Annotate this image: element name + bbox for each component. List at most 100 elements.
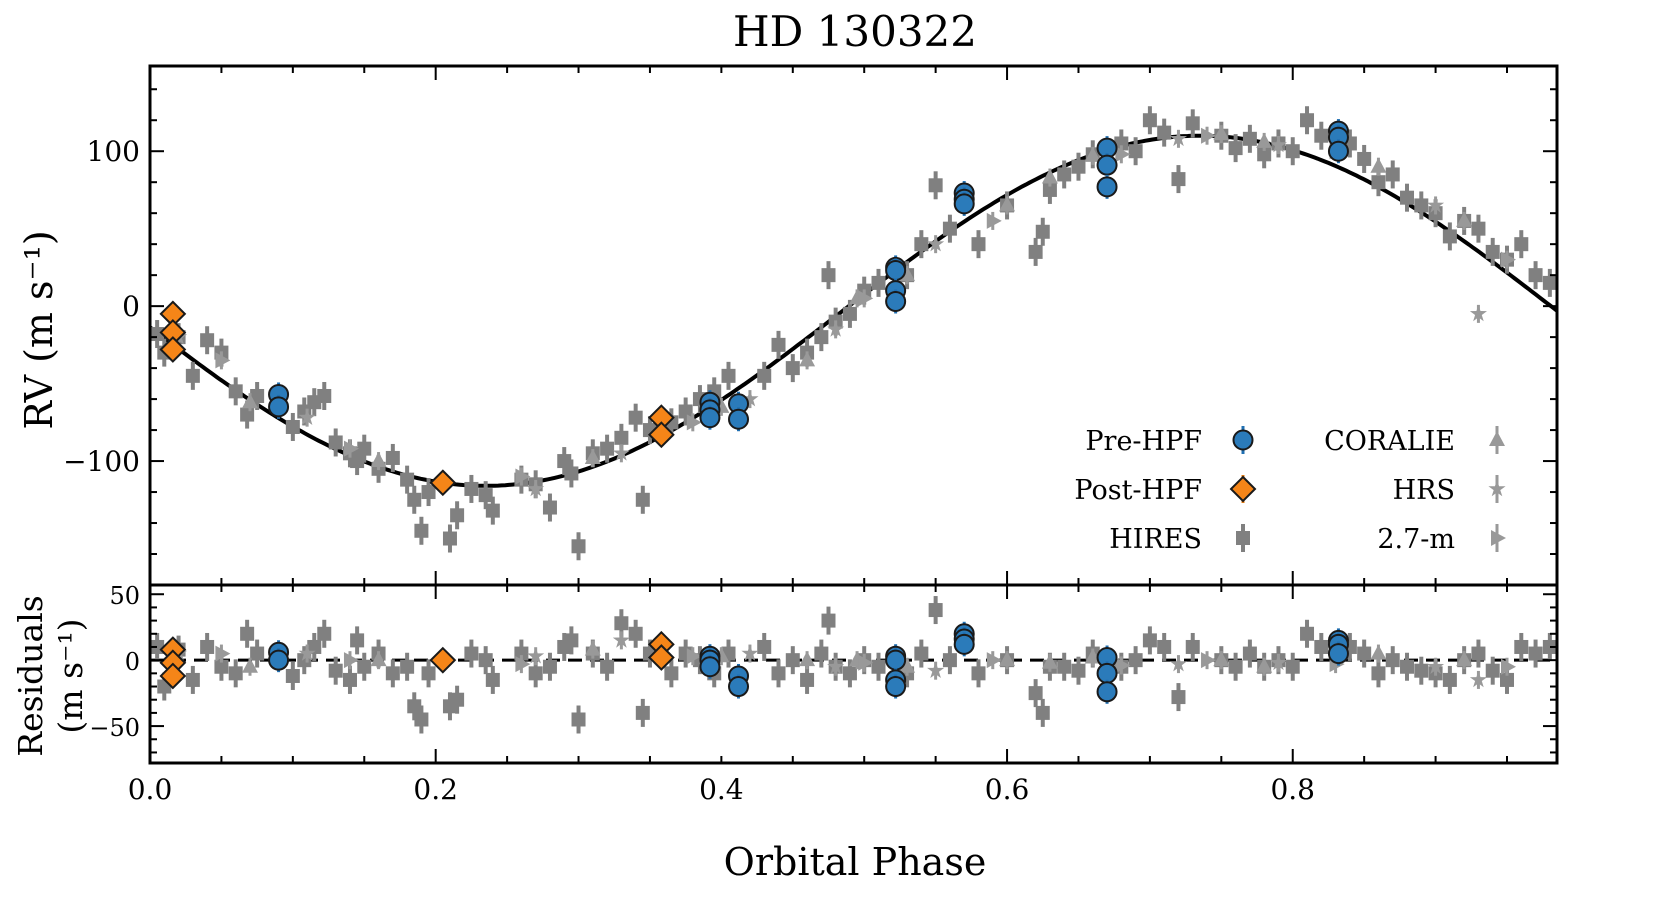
coralie-point xyxy=(799,351,816,367)
pre-hpf-point xyxy=(885,676,907,698)
pre-hpf-point xyxy=(268,649,290,671)
hires-point xyxy=(1485,244,1500,259)
hires-point xyxy=(421,666,436,681)
x-tick-label: 0.8 xyxy=(1270,773,1315,806)
hires-point xyxy=(385,666,400,681)
post-hpf-point xyxy=(159,662,187,690)
pre-hpf-point xyxy=(1096,681,1118,703)
x-tick-label: 0.4 xyxy=(699,773,744,806)
hires-point xyxy=(1314,128,1329,143)
hrs-point xyxy=(298,408,316,425)
hires-point xyxy=(1385,167,1400,182)
hires-point xyxy=(542,659,557,674)
legend-label-pre-hpf: Pre-HPF xyxy=(1085,426,1202,457)
hires-point xyxy=(464,481,479,496)
hrs-point xyxy=(1269,653,1287,671)
hires-point xyxy=(628,410,643,425)
hires-point xyxy=(664,666,679,681)
post-hpf-point xyxy=(159,336,187,363)
hrs-point xyxy=(1269,136,1287,153)
2-7-m-point xyxy=(986,212,1002,229)
hires-point xyxy=(1142,113,1157,128)
post-hpf-point xyxy=(647,421,675,449)
hires-point xyxy=(1471,646,1486,661)
hires-point xyxy=(442,531,457,546)
hires-point xyxy=(542,500,557,515)
coralie-point xyxy=(1256,132,1273,148)
hires-point xyxy=(800,672,815,687)
hrs-point xyxy=(927,235,945,252)
2-7-m-point xyxy=(986,652,1002,669)
hires-point xyxy=(285,419,300,434)
hires-point xyxy=(1285,659,1300,674)
hires-point xyxy=(328,663,343,678)
hires-point xyxy=(1171,690,1186,705)
hires-point xyxy=(1371,666,1386,681)
coralie-point xyxy=(1213,651,1230,667)
hires-point xyxy=(1414,663,1429,678)
hires-point xyxy=(1442,229,1457,244)
hrs-point xyxy=(298,644,316,661)
hires-point xyxy=(1071,159,1086,174)
hires-point xyxy=(1442,672,1457,687)
hires-point xyxy=(821,268,836,283)
y-tick-label: 0 xyxy=(122,290,140,323)
hires-point xyxy=(414,712,429,727)
hires-point xyxy=(250,646,265,661)
2-7-m-point xyxy=(1115,657,1131,674)
hires-point xyxy=(485,672,500,687)
hires-point xyxy=(678,404,693,419)
pre-hpf-point xyxy=(1327,140,1349,162)
hires-point xyxy=(914,237,929,252)
hrs-point xyxy=(1469,304,1487,322)
legend: Pre-HPF Post-HPF HIRES CORALIE HRS 2.7-m xyxy=(1074,426,1506,555)
hires-point xyxy=(628,626,643,641)
2-7-m-point xyxy=(1115,146,1131,163)
hires-point xyxy=(1300,626,1315,641)
hires-point xyxy=(1035,224,1050,239)
post-hpf-point xyxy=(429,646,457,674)
2-7-m-point xyxy=(858,290,874,307)
coralie-point xyxy=(370,452,387,468)
hires-point xyxy=(1300,113,1315,128)
x-axis-title: Orbital Phase xyxy=(724,840,987,884)
residuals-axis-title-line1: Residuals xyxy=(11,595,50,756)
pre-hpf-point xyxy=(728,676,750,698)
hires-point xyxy=(514,646,529,661)
hires-point xyxy=(871,275,886,290)
hires-point xyxy=(1128,653,1143,668)
hires-point xyxy=(342,672,357,687)
pre-hpf-point xyxy=(1096,176,1118,198)
hires-point xyxy=(1185,116,1200,131)
hires-point xyxy=(357,659,372,674)
y-tick-label: 50 xyxy=(109,582,140,610)
2-7-m-point xyxy=(858,654,874,671)
hires-point xyxy=(200,639,215,654)
hires-point xyxy=(1185,639,1200,654)
pre-hpf-point xyxy=(699,407,721,429)
hires-point xyxy=(350,633,365,648)
hires-point xyxy=(240,407,255,422)
hires-point xyxy=(928,603,943,618)
hires-point xyxy=(635,492,650,507)
2-7-m-point xyxy=(215,352,231,369)
hrs-point xyxy=(741,390,759,407)
hires-point xyxy=(400,472,415,487)
hires-point xyxy=(1400,659,1415,674)
pre-hpf-point xyxy=(885,649,907,671)
coralie-point xyxy=(584,448,601,464)
hires-point xyxy=(971,666,986,681)
hires-point xyxy=(1285,144,1300,159)
hires-point xyxy=(721,368,736,383)
hires-point xyxy=(1514,237,1529,252)
hires-point xyxy=(1528,646,1543,661)
y-tick-label: 0 xyxy=(125,648,140,676)
hires-point xyxy=(1228,659,1243,674)
hires-point xyxy=(307,639,322,654)
legend-label-post-hpf: Post-HPF xyxy=(1074,475,1202,506)
hires-point xyxy=(1357,151,1372,166)
hires-point xyxy=(407,699,422,714)
hires-point xyxy=(1485,663,1500,678)
hires-point xyxy=(400,659,415,674)
